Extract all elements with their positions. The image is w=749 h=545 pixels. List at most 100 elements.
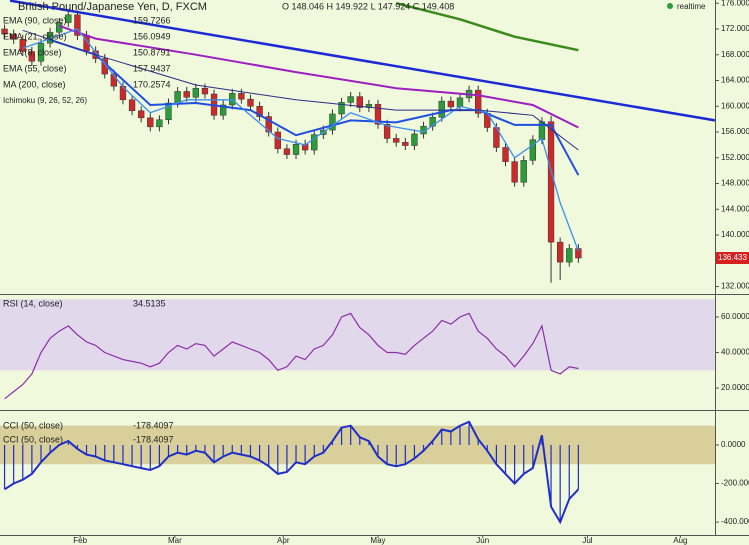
candle-body — [502, 147, 509, 162]
candle-body — [192, 87, 199, 98]
candle-body — [456, 97, 464, 108]
bar — [131, 444, 133, 467]
y-tick-label: -400.0000 — [721, 517, 749, 526]
bar — [213, 444, 215, 463]
candle-body — [292, 143, 300, 155]
bar — [477, 439, 479, 445]
bar — [258, 444, 261, 461]
bar — [22, 444, 24, 480]
bar — [486, 444, 488, 451]
legend-value: 157.9437 — [133, 63, 171, 73]
ma-line — [22, 28, 580, 252]
bar — [514, 444, 516, 484]
candle-body — [383, 124, 391, 139]
indicator-title: CCI (50, close) — [3, 434, 63, 444]
status-label: realtime — [677, 2, 706, 11]
bar — [13, 444, 15, 484]
bar — [404, 444, 406, 465]
candle-body — [393, 138, 400, 143]
candle-body — [475, 89, 482, 114]
bar — [249, 444, 252, 457]
y-tick-label: 160.0000 — [721, 101, 749, 110]
legend-name: Ichimoku (9, 26, 52, 26) — [3, 96, 87, 105]
legend-name: EMA (21, close) — [3, 31, 67, 41]
candle-body — [74, 14, 81, 36]
legend-name: EMA (90, close) — [3, 15, 67, 25]
bar — [577, 444, 579, 490]
bar — [295, 444, 297, 463]
candle-body — [556, 241, 564, 263]
y-tick-label: 152.0000 — [721, 153, 749, 162]
candle-body — [128, 99, 136, 112]
legend-name: MA (200, close) — [3, 79, 66, 89]
last-price-label: 136.433 — [718, 253, 747, 262]
candle-body — [575, 248, 582, 259]
bar — [468, 421, 470, 445]
bar — [395, 444, 397, 467]
bar — [149, 444, 151, 471]
band — [0, 299, 715, 371]
bar — [122, 444, 124, 465]
candle-body — [37, 42, 45, 62]
indicator-title: CCI (50, close) — [3, 420, 63, 430]
candle-body — [247, 98, 254, 107]
bar — [76, 444, 79, 449]
candle-body — [219, 104, 227, 116]
bar — [550, 444, 552, 507]
candle-body — [156, 119, 163, 128]
band — [0, 425, 715, 465]
candle-body — [529, 139, 536, 161]
candle-body — [329, 113, 336, 131]
candle-body — [201, 87, 209, 95]
candle-body — [447, 100, 455, 108]
legend-value: 170.2574 — [133, 79, 171, 89]
candle-body — [566, 248, 573, 263]
bar — [95, 444, 97, 457]
y-tick-label: -200.0000 — [721, 479, 749, 488]
y-tick-label: 168.0000 — [721, 50, 749, 59]
last-price-box — [716, 252, 749, 265]
y-tick-label: 132.0000 — [721, 282, 749, 291]
bar — [350, 425, 352, 445]
ma-line — [395, 1, 579, 52]
bar — [386, 444, 388, 465]
candle-body — [174, 91, 181, 104]
bar — [532, 444, 534, 469]
bar — [113, 444, 115, 463]
candle-body — [311, 134, 318, 151]
x-tick-label: Mar — [168, 536, 182, 545]
bar — [450, 431, 452, 445]
ohlc-readout: O 148.046 H 149.922 L 147.924 C 149.408 — [282, 1, 454, 11]
legend-value: 159.7266 — [133, 15, 171, 25]
candle-body — [274, 131, 281, 150]
indicator-line — [4, 312, 579, 400]
bar — [49, 444, 51, 453]
bar — [340, 427, 343, 445]
bar — [313, 444, 315, 457]
bar — [140, 444, 142, 469]
x-tick-label: Aug — [673, 536, 687, 545]
trendline — [9, 0, 716, 122]
bar — [441, 429, 443, 445]
bar — [104, 444, 106, 461]
bar — [523, 444, 525, 474]
candle-body — [65, 14, 72, 23]
bar — [222, 444, 224, 457]
bar — [3, 444, 6, 490]
indicator-line — [4, 420, 580, 525]
candle-body — [19, 39, 26, 52]
candle-body — [238, 93, 245, 100]
candle-body — [402, 142, 409, 146]
bar — [40, 444, 42, 463]
candle-body — [28, 51, 36, 62]
candle-body — [110, 73, 118, 87]
legend-name: EMA (8, close) — [3, 47, 62, 57]
candle-body — [411, 133, 418, 146]
candle-body — [347, 96, 354, 103]
candle-body — [283, 148, 291, 155]
bar — [167, 444, 170, 457]
bar — [195, 444, 197, 451]
y-tick-label: 0.0000 — [721, 440, 746, 449]
candle-body — [520, 160, 527, 183]
